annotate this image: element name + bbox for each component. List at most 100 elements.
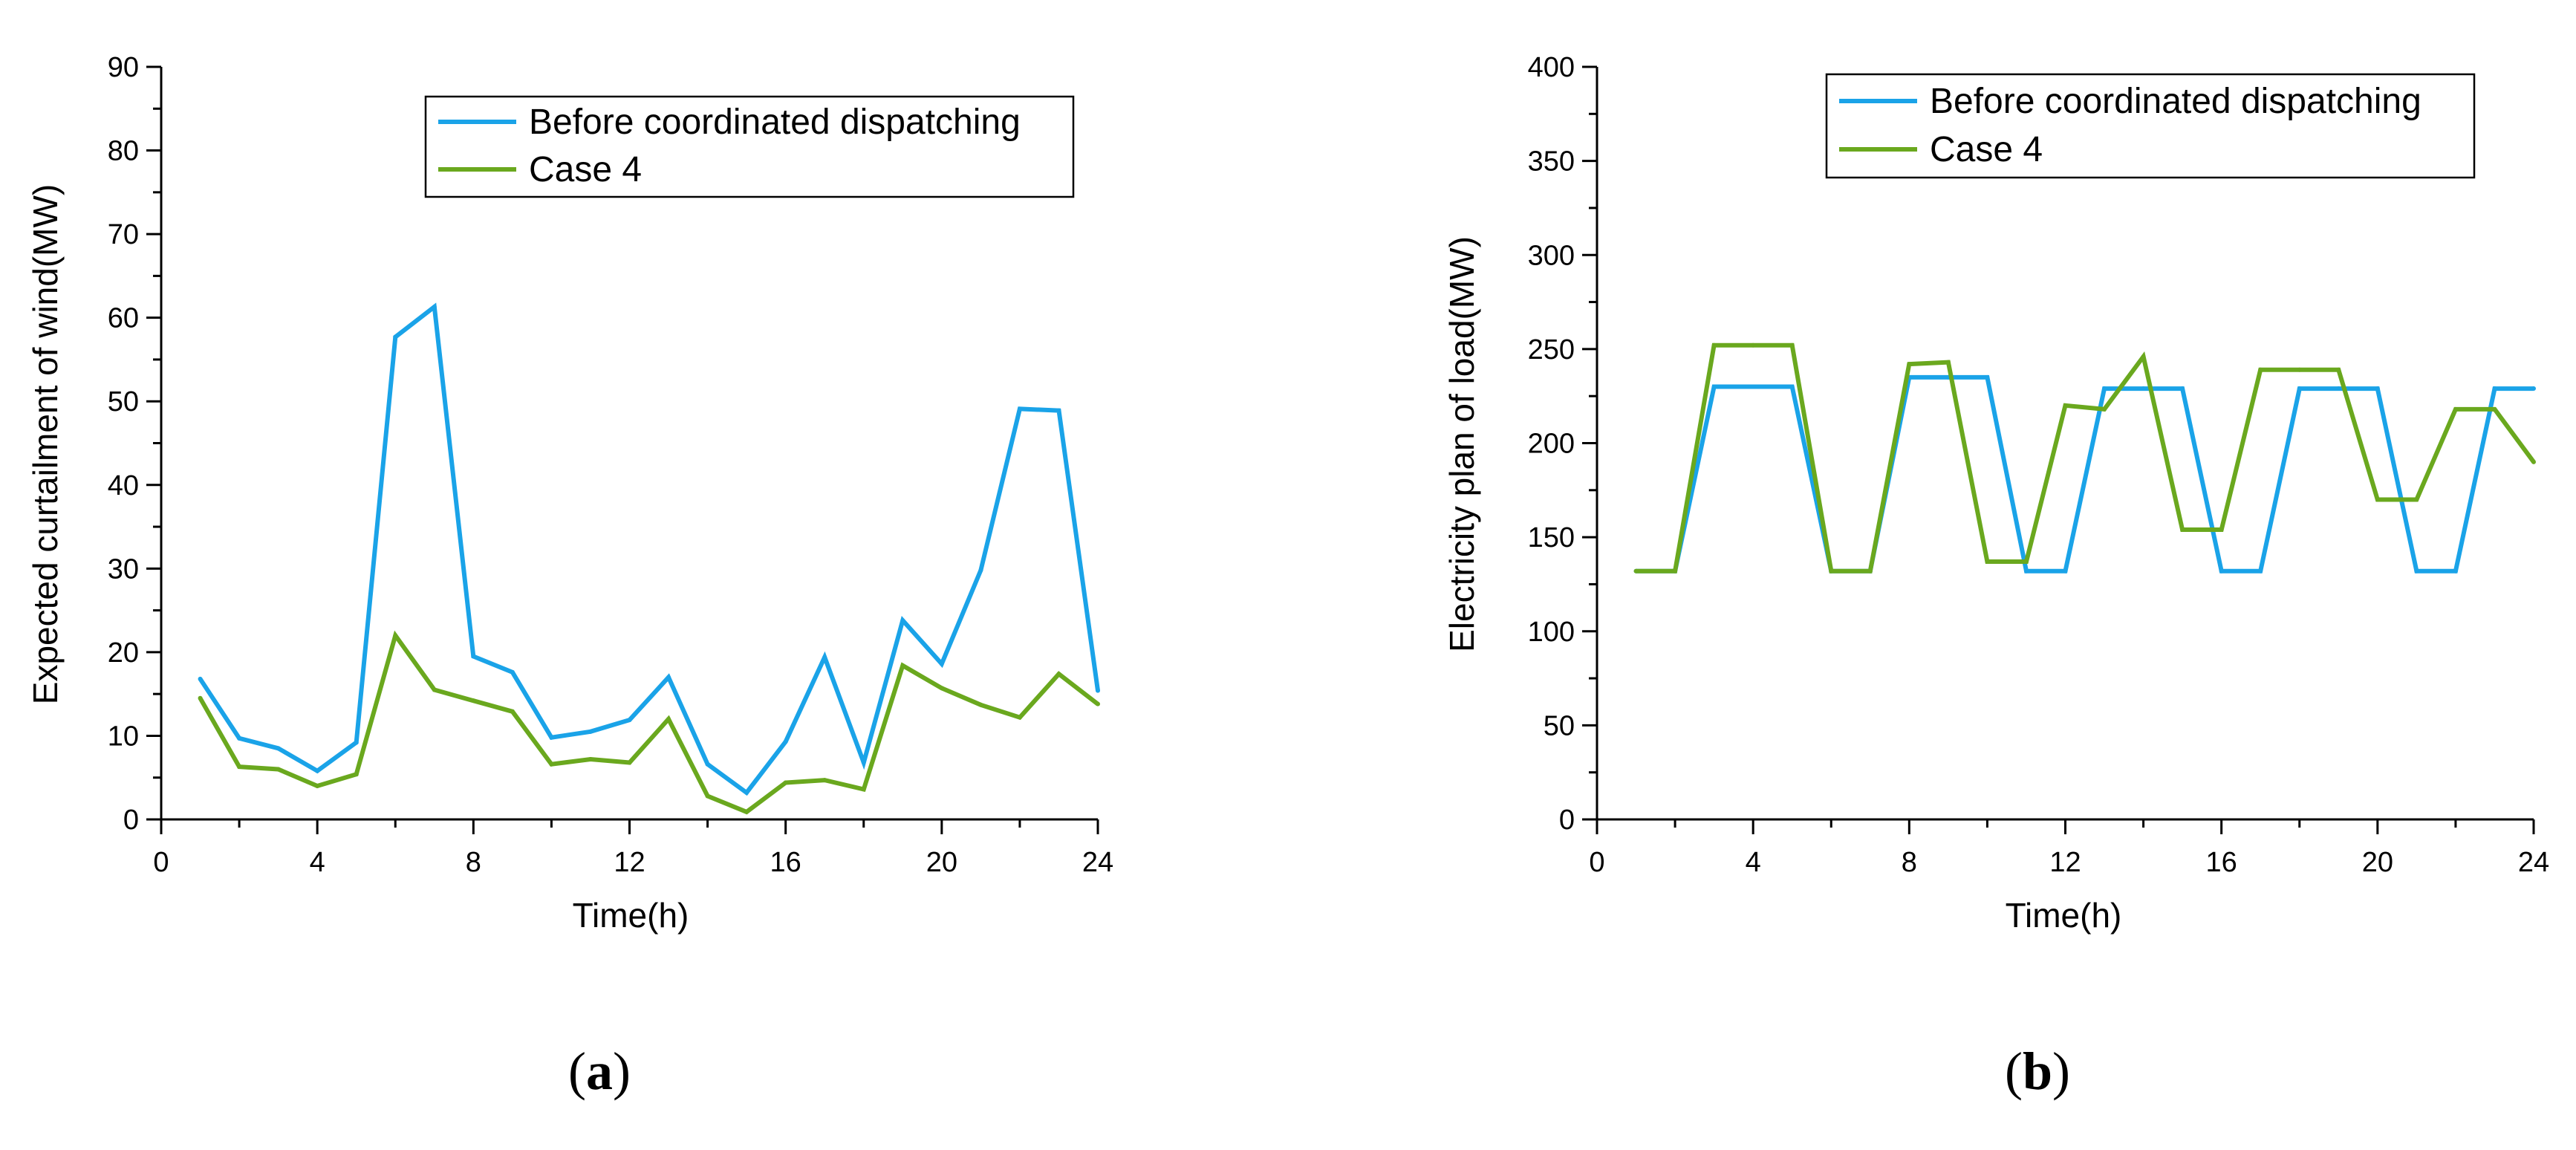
- series-line-before: [1636, 374, 2534, 574]
- x-tick-label: 20: [2362, 847, 2393, 878]
- data-point: [2492, 386, 2497, 392]
- data-point: [471, 698, 476, 704]
- x-tick-label: 20: [926, 847, 957, 878]
- data-point: [315, 783, 320, 788]
- legend-label-before: Before coordinated dispatching: [529, 103, 1021, 142]
- y-tick-label: 0: [123, 805, 139, 836]
- data-point: [939, 661, 944, 666]
- data-point: [237, 735, 242, 741]
- data-point: [783, 739, 788, 744]
- data-point: [2180, 527, 2185, 532]
- data-point: [978, 568, 983, 573]
- data-point: [1633, 568, 1639, 574]
- data-point: [2102, 386, 2107, 392]
- data-point: [432, 687, 437, 692]
- y-tick-label: 80: [108, 136, 139, 167]
- panel-label-b: (b): [2005, 1042, 2070, 1101]
- data-point: [900, 663, 905, 668]
- y-tick-label: 400: [1528, 52, 1575, 83]
- data-point: [198, 676, 203, 681]
- data-point: [1056, 672, 1061, 677]
- data-point: [1056, 408, 1061, 413]
- series-line-before: [198, 302, 1100, 796]
- data-point: [1096, 688, 1100, 693]
- data-point: [471, 654, 476, 659]
- data-point: [1789, 342, 1795, 348]
- data-point: [276, 746, 281, 751]
- series-line-case4: [198, 630, 1099, 815]
- data-point: [1096, 701, 1100, 706]
- legend-box: [1825, 73, 2476, 179]
- y-tick-label: 50: [1544, 710, 1575, 741]
- data-point: [822, 778, 827, 783]
- y-tick-label: 20: [108, 637, 139, 669]
- data-point: [2219, 568, 2224, 574]
- data-point: [354, 740, 359, 745]
- data-point: [1945, 360, 1951, 365]
- data-point: [1789, 384, 1795, 389]
- data-point: [1985, 374, 1990, 380]
- data-point: [588, 729, 593, 734]
- x-tick-label: 0: [153, 847, 169, 878]
- data-point: [1867, 568, 1873, 574]
- panel-label-a: (a): [568, 1042, 631, 1101]
- legend-box: [424, 95, 1075, 198]
- data-point: [2492, 406, 2497, 412]
- data-point: [666, 675, 671, 680]
- data-point: [2414, 497, 2419, 502]
- data-point: [1907, 362, 1912, 367]
- data-point: [2375, 386, 2380, 392]
- data-point: [1673, 568, 1678, 574]
- series-layer: [1633, 342, 2536, 574]
- data-point: [2258, 367, 2263, 372]
- data-point: [2297, 367, 2302, 372]
- data-point: [237, 764, 242, 770]
- x-tick-label: 8: [466, 847, 481, 878]
- data-point: [2141, 354, 2146, 360]
- x-tick-label: 4: [1746, 847, 1761, 878]
- y-tick-label: 40: [108, 470, 139, 501]
- data-point: [2375, 497, 2380, 502]
- y-tick-label: 250: [1528, 334, 1575, 366]
- data-point: [1711, 384, 1717, 389]
- data-point: [2141, 386, 2146, 392]
- data-point: [2414, 568, 2419, 574]
- data-point: [1017, 406, 1022, 412]
- data-point: [1751, 342, 1756, 348]
- data-point: [2531, 459, 2536, 464]
- axes-layer: 0 4 8 12 16 20 24 0 50 100 150 200 250 300 350 400: [1528, 52, 2550, 878]
- y-tick-label: 300: [1528, 240, 1575, 271]
- data-point: [2023, 568, 2029, 574]
- data-point: [549, 761, 554, 767]
- data-point: [2063, 568, 2068, 574]
- chart-panel-b: 0 4 8 12 16 20 24 0 50 100 150 200 250 300 350 400 Time…: [1443, 52, 2549, 1101]
- data-point: [432, 305, 437, 310]
- x-tick-label: 24: [1082, 847, 1113, 878]
- data-point: [939, 686, 944, 691]
- x-tick-label: 4: [310, 847, 325, 878]
- x-tick-label: 12: [614, 847, 645, 878]
- data-point: [2336, 367, 2341, 372]
- legend: Before coordinated dispatching Case 4: [1825, 73, 2476, 179]
- data-point: [1711, 342, 1717, 348]
- data-point: [2297, 386, 2302, 392]
- data-point: [1751, 384, 1756, 389]
- y-tick-label: 50: [108, 386, 139, 418]
- data-point: [783, 780, 788, 785]
- panel-label-open: (: [568, 1042, 586, 1101]
- data-point: [510, 709, 515, 714]
- data-point: [2063, 403, 2068, 408]
- data-point: [900, 618, 905, 623]
- x-axis-label: Time(h): [573, 896, 689, 935]
- data-point: [354, 772, 359, 777]
- data-point: [861, 760, 866, 765]
- data-point: [2102, 406, 2107, 412]
- y-tick-label: 150: [1528, 522, 1575, 553]
- x-axis-label: Time(h): [2006, 896, 2122, 935]
- panel-label-open: (: [2005, 1042, 2023, 1101]
- x-tick-label: 16: [2206, 847, 2237, 878]
- x-tick-label: 8: [1902, 847, 1917, 878]
- data-point: [2453, 568, 2458, 574]
- y-tick-label: 60: [108, 303, 139, 334]
- data-point: [2453, 406, 2458, 412]
